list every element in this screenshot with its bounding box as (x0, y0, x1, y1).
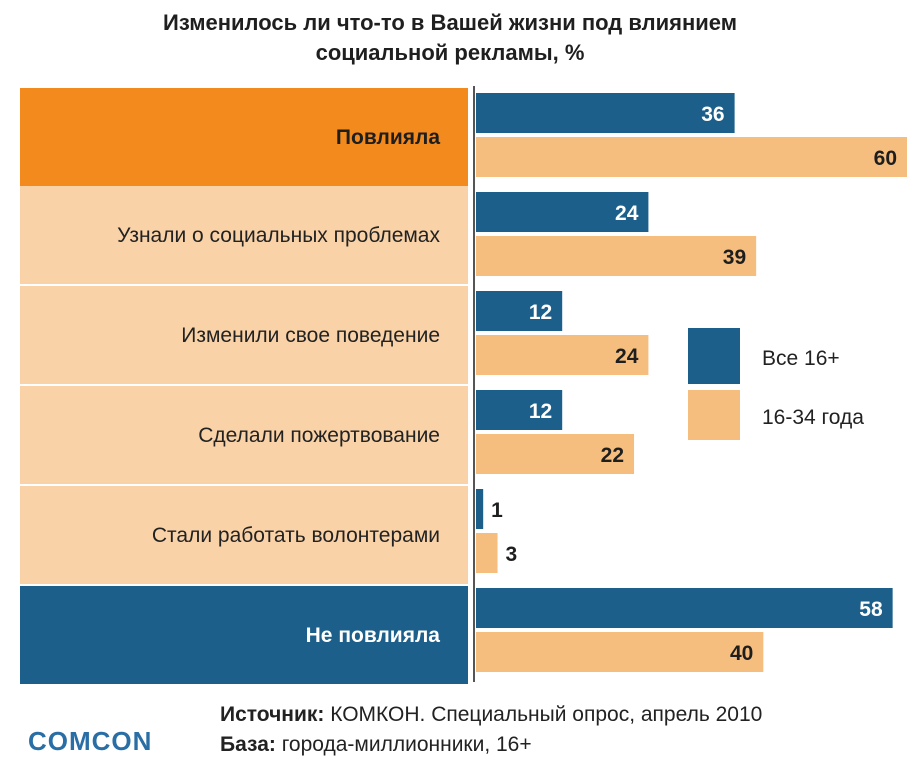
value-label-all-16plus-3: 12 (529, 400, 552, 423)
value-label-16-34-0: 60 (874, 147, 897, 170)
value-label-all-16plus-2: 12 (529, 301, 552, 324)
bar-16-34-3 (476, 434, 635, 474)
legend-swatch-all-16plus (688, 328, 740, 384)
chart-title: Изменилось ли что-то в Вашей жизни под в… (60, 8, 840, 68)
bar-all-16plus-1 (476, 192, 649, 232)
category-label-1: Узнали о социальных проблемах (117, 224, 440, 247)
bar-all-16plus-4 (476, 489, 484, 529)
category-label-0: Повлияла (336, 126, 440, 149)
comcon-logo: COMCON (28, 726, 153, 756)
value-label-16-34-1: 39 (723, 246, 746, 269)
category-label-bg-3 (20, 386, 468, 484)
bar-all-16plus-3 (476, 390, 563, 430)
bar-16-34-4 (476, 533, 498, 573)
category-label-bg-1 (20, 186, 468, 284)
source-label: Источник: (220, 703, 325, 726)
category-label-5: Не повлияла (306, 624, 441, 647)
category-label-bg-0 (20, 88, 468, 186)
chart-title-line-2: социальной рекламы, % (315, 40, 585, 65)
value-label-16-34-2: 24 (615, 345, 639, 368)
bar-all-16plus-2 (476, 291, 563, 331)
bar-16-34-1 (476, 236, 757, 276)
category-label-2: Изменили свое поведение (181, 324, 440, 347)
base-label: База: (220, 733, 276, 756)
chart-title-line-1: Изменилось ли что-то в Вашей жизни под в… (163, 10, 737, 35)
value-label-16-34-5: 40 (730, 642, 753, 665)
category-label-bg-2 (20, 286, 468, 384)
source-line: Источник: КОМКОН. Специальный опрос, апр… (220, 700, 762, 730)
bar-16-34-2 (476, 335, 649, 375)
value-label-16-34-3: 22 (601, 444, 624, 467)
value-label-all-16plus-4: 1 (491, 499, 503, 522)
bar-all-16plus-5 (476, 588, 893, 628)
base-line: База: города-миллионники, 16+ (220, 730, 762, 760)
legend-label-all-16plus: Все 16+ (762, 347, 840, 370)
category-label-4: Стали работать волонтерами (152, 524, 440, 547)
legend-label-16-34: 16-34 года (762, 406, 864, 429)
value-label-all-16plus-1: 24 (615, 202, 639, 225)
bar-all-16plus-0 (476, 93, 735, 133)
value-label-16-34-4: 3 (506, 543, 518, 566)
base-text: города-миллионники, 16+ (275, 733, 532, 756)
legend-swatch-16-34 (688, 390, 740, 440)
value-label-all-16plus-0: 36 (701, 103, 724, 126)
bar-16-34-0 (476, 137, 907, 177)
category-label-bg-4 (20, 486, 468, 584)
value-label-all-16plus-5: 58 (859, 598, 883, 621)
category-label-bg-5 (20, 586, 468, 684)
source-text: КОМКОН. Специальный опрос, апрель 2010 (324, 703, 763, 726)
bar-16-34-5 (476, 632, 764, 672)
chart-footer: Источник: КОМКОН. Специальный опрос, апр… (220, 700, 762, 760)
category-label-3: Сделали пожертвование (198, 424, 440, 447)
